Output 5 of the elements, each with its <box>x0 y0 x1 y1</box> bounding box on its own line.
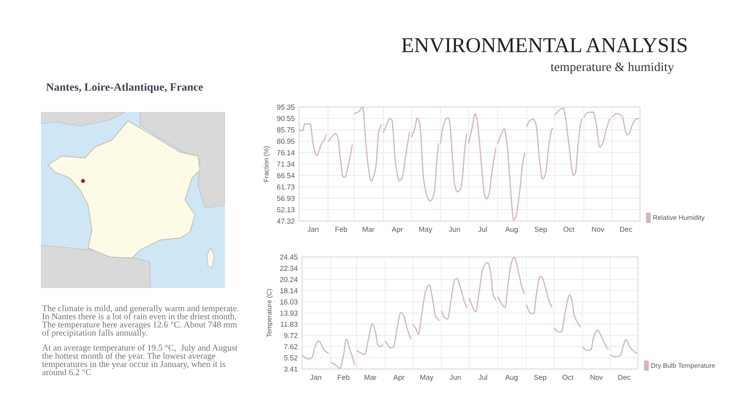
text: At an average temperature of 19.5 °C, July and August the hottest month of the year. The lowest average temperatures in the year occur in January, when it is around 6.2 °C <box>42 344 238 376</box>
text: Nantes, Loire-Atlantique, France <box>46 82 203 94</box>
chart-title: ENVIRONMENTAL ANALYSIS <box>402 38 687 52</box>
text: The climate is mild, and generally warm and temperate. In Nantes there is a lot of rain even in the driest month. The temperature here averages 12.6 °C. About 748 mm of precipitation falls annually. <box>42 305 238 338</box>
chart-subtitle: temperature & humidity <box>550 62 674 74</box>
